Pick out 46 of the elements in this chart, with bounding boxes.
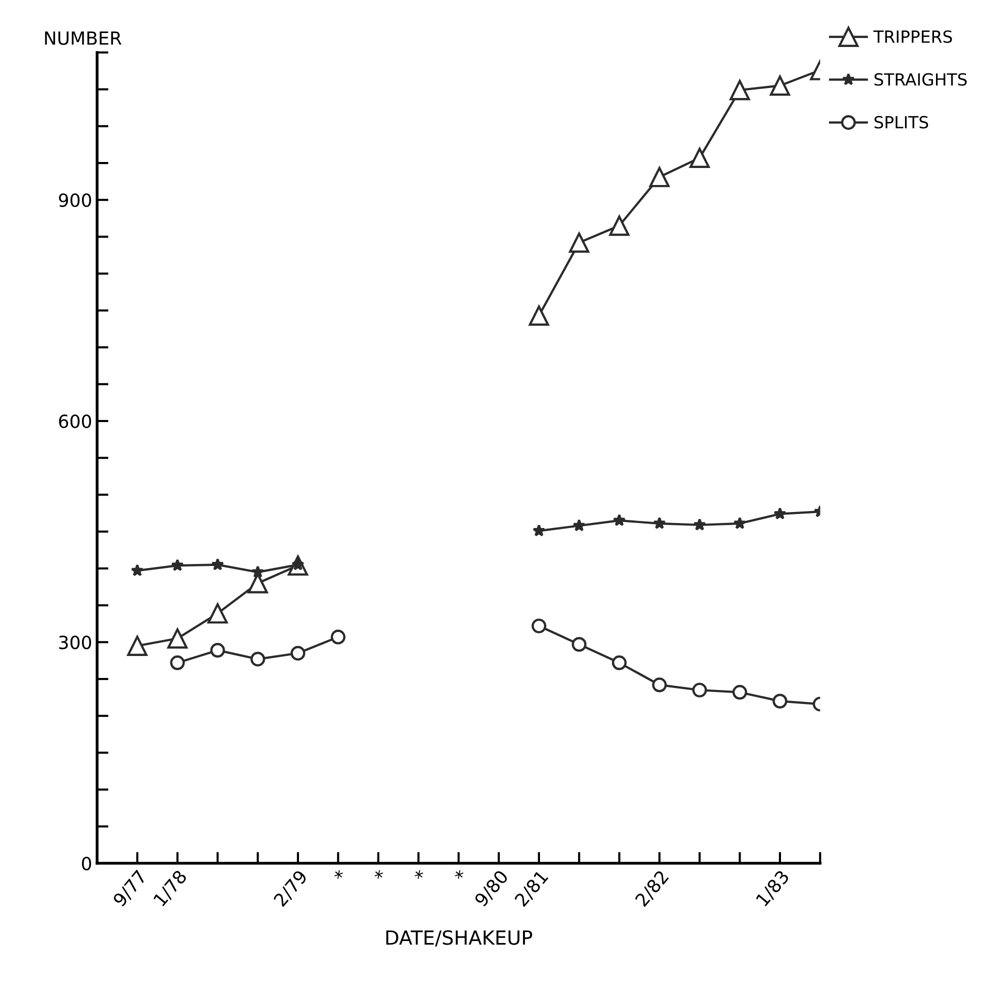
x-tick-label: * [332,868,344,880]
point [532,618,546,634]
point [770,76,790,96]
point [171,558,184,572]
point [568,232,590,253]
point [572,637,586,652]
legend-label: STRAIGHTS [874,73,967,86]
y-axis-title: NUMBER [45,31,122,45]
point [572,519,586,532]
x-tick-label: * [453,868,465,880]
point [649,166,670,188]
x-axis-title: DATE/SHAKEUP [386,930,532,946]
point [693,518,706,531]
point [207,603,228,624]
y-tick-label: 600 [59,414,92,428]
point [609,216,630,236]
y-tick-label: 900 [58,193,92,208]
x-tick-label: * [413,868,425,880]
y-tick-label: 300 [59,636,92,650]
point [170,655,185,670]
point [528,305,550,326]
point [774,507,786,520]
point [250,652,266,666]
point [167,628,188,649]
point [532,524,546,536]
point [652,678,667,692]
point [612,514,626,526]
y-tick-label: 0 [82,856,92,870]
point [290,646,306,661]
x-tick-label: * [373,868,384,880]
point [612,655,627,670]
point [127,636,148,656]
point [730,80,750,100]
legend-label: SPLITS [874,116,928,129]
point [211,558,224,570]
point [689,148,710,168]
point [692,682,707,698]
point [733,516,746,530]
point [653,516,666,530]
point [251,565,264,578]
point [210,642,225,658]
point [772,694,788,708]
point [732,684,748,700]
point [130,564,144,576]
point [330,630,346,644]
legend-label: TRIPPERS [873,30,952,43]
